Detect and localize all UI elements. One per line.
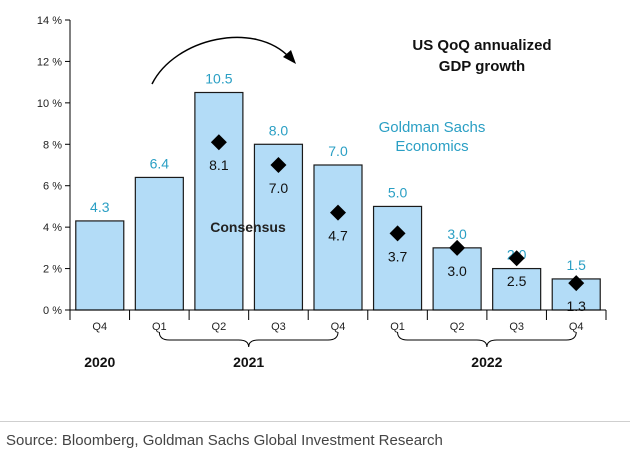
x-tick-label-8: Q4	[569, 321, 584, 333]
y-tick-label: 2 %	[43, 264, 62, 276]
x-tick-label-3: Q3	[271, 321, 286, 333]
x-tick-label-2: Q2	[212, 321, 227, 333]
year-brace-1	[158, 331, 339, 348]
trend-arrow	[151, 36, 291, 85]
year-groups: 2020 2021 2022	[84, 331, 577, 370]
consensus-markers	[210, 134, 585, 292]
bar-2	[194, 91, 244, 311]
bar-5	[372, 205, 423, 311]
consensus-value-label-8: 1.3	[566, 298, 586, 314]
chart-title-line-2: GDP growth	[439, 58, 525, 75]
x-tick-label-1: Q1	[152, 321, 167, 333]
chart-title-line-1: US QoQ annualized	[412, 37, 551, 54]
goldman-annotation-line-2: Economics	[395, 138, 468, 155]
y-tick-label: 4 %	[43, 222, 62, 234]
y-tick-label: 14 %	[37, 15, 62, 27]
year-brace-2	[397, 331, 577, 348]
x-tick-label-5: Q1	[390, 321, 405, 333]
consensus-value-label-6: 3.0	[447, 263, 467, 279]
bar-7	[492, 267, 542, 311]
bar-value-label-4: 7.0	[328, 143, 348, 159]
x-axis: Q4 Q1 Q2 Q3 Q4 Q1 Q2 Q3 Q4	[69, 309, 607, 333]
y-tick-label: 12 %	[37, 56, 62, 68]
consensus-value-label-2: 8.1	[209, 157, 229, 173]
x-tick-label-0: Q4	[92, 321, 107, 333]
bars	[75, 91, 601, 311]
y-tick-label: 10 %	[37, 98, 62, 110]
footer-divider	[0, 421, 630, 422]
consensus-marker-7	[508, 250, 525, 267]
consensus-marker-4	[330, 204, 346, 221]
consensus-marker-2	[210, 134, 227, 151]
consensus-marker-3	[270, 157, 287, 173]
y-axis: 0 % 2 % 4 % 6 % 8 % 10 % 12 % 14 %	[37, 15, 71, 317]
source-note: Source: Bloomberg, Goldman Sachs Global …	[6, 432, 443, 449]
y-tick-label: 8 %	[43, 139, 62, 151]
x-tick-label-4: Q4	[331, 321, 346, 333]
consensus-value-label-5: 3.7	[388, 248, 408, 264]
bar-value-label-3: 8.0	[269, 122, 289, 138]
year-label-2022: 2022	[471, 354, 502, 370]
bar-0	[75, 220, 125, 311]
y-tick-label: 0 %	[43, 305, 62, 317]
consensus-value-label-3: 7.0	[269, 180, 289, 196]
consensus-annotation: Consensus	[210, 219, 286, 235]
bar-1	[134, 176, 184, 311]
trend-arrow-head	[283, 50, 296, 64]
bar-value-label-1: 6.4	[150, 155, 170, 171]
bar-value-label-8: 1.5	[566, 257, 586, 273]
consensus-marker-6	[449, 239, 466, 256]
year-label-2020: 2020	[84, 354, 115, 370]
consensus-marker-5	[389, 225, 406, 242]
bar-value-label-0: 4.3	[90, 199, 110, 215]
consensus-value-label-7: 2.5	[507, 273, 527, 289]
gdp-growth-chart: 0 % 2 % 4 % 6 % 8 % 10 % 12 % 14 % 4.3 6.4 10.5 8.…	[37, 15, 607, 370]
year-label-2021: 2021	[233, 354, 264, 370]
goldman-annotation-line-1: Goldman Sachs	[379, 119, 486, 136]
consensus-marker-8	[568, 275, 585, 292]
consensus-value-labels: 8.1 7.0 4.7 3.7 3.0 2.5 1.3	[209, 157, 586, 314]
bar-value-label-6: 3.0	[447, 226, 467, 242]
bar-value-label-5: 5.0	[388, 184, 408, 200]
x-tick-label-6: Q2	[450, 321, 465, 333]
y-tick-label: 6 %	[43, 181, 62, 193]
bar-value-label-2: 10.5	[205, 71, 232, 87]
x-tick-label-7: Q3	[509, 321, 524, 333]
consensus-value-label-4: 4.7	[328, 228, 348, 244]
bar-6	[432, 247, 482, 311]
